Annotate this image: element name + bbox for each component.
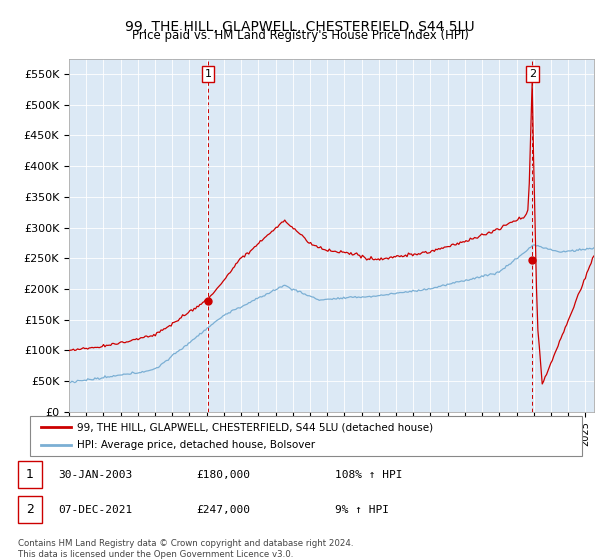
- FancyBboxPatch shape: [30, 416, 582, 456]
- Text: 1: 1: [26, 468, 34, 481]
- Text: £180,000: £180,000: [196, 470, 250, 479]
- Text: Price paid vs. HM Land Registry's House Price Index (HPI): Price paid vs. HM Land Registry's House …: [131, 29, 469, 42]
- Text: HPI: Average price, detached house, Bolsover: HPI: Average price, detached house, Bols…: [77, 440, 315, 450]
- Text: 2: 2: [26, 503, 34, 516]
- Text: 99, THE HILL, GLAPWELL, CHESTERFIELD, S44 5LU (detached house): 99, THE HILL, GLAPWELL, CHESTERFIELD, S4…: [77, 422, 433, 432]
- Text: Contains HM Land Registry data © Crown copyright and database right 2024.: Contains HM Land Registry data © Crown c…: [18, 539, 353, 548]
- Text: 9% ↑ HPI: 9% ↑ HPI: [335, 505, 389, 515]
- Text: 2: 2: [529, 69, 536, 79]
- Text: £247,000: £247,000: [196, 505, 250, 515]
- Text: 30-JAN-2003: 30-JAN-2003: [58, 470, 133, 479]
- FancyBboxPatch shape: [18, 461, 42, 488]
- FancyBboxPatch shape: [18, 496, 42, 523]
- Text: 07-DEC-2021: 07-DEC-2021: [58, 505, 133, 515]
- Text: 108% ↑ HPI: 108% ↑ HPI: [335, 470, 402, 479]
- Text: This data is licensed under the Open Government Licence v3.0.: This data is licensed under the Open Gov…: [18, 550, 293, 559]
- Text: 99, THE HILL, GLAPWELL, CHESTERFIELD, S44 5LU: 99, THE HILL, GLAPWELL, CHESTERFIELD, S4…: [125, 20, 475, 34]
- Text: 1: 1: [205, 69, 212, 79]
